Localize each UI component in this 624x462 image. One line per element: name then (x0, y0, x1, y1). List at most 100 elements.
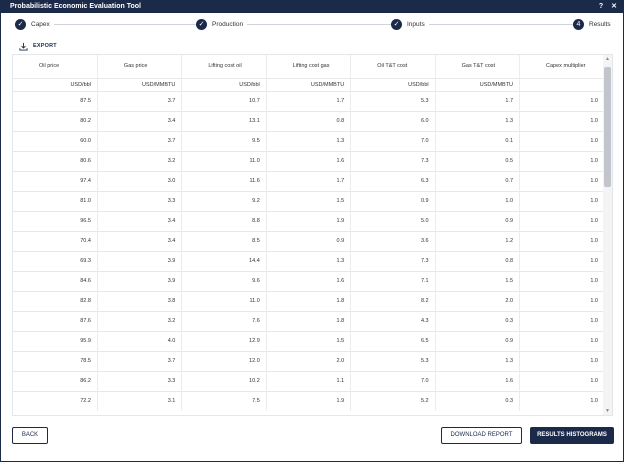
table-cell: 1.0 (519, 110, 604, 131)
back-button[interactable]: BACK (12, 427, 48, 444)
step-label: Capex (31, 20, 50, 28)
table-cell: 0.9 (266, 230, 352, 251)
unit-cell: USD/MMBTU (435, 77, 521, 91)
table-cell: 7.1 (350, 270, 436, 291)
table-cell: 8.5 (181, 230, 267, 251)
table-cell: 0.3 (435, 390, 521, 411)
table-cell: 1.0 (519, 350, 604, 371)
table-row: 87.6 3.2 7.6 1.8 4.3 0.3 1.0 (13, 310, 604, 331)
column-header: Oil price (13, 55, 98, 78)
table-cell: 84.6 (13, 270, 98, 291)
export-button[interactable]: EXPORT (19, 41, 57, 51)
table-cell: 1.0 (519, 230, 604, 251)
table-cell: 1.9 (266, 210, 352, 231)
table-cell: 0.9 (435, 210, 521, 231)
table-cell: 1.2 (435, 230, 521, 251)
table-cell: 1.9 (266, 390, 352, 411)
table-cell: 13.1 (181, 110, 267, 131)
table-cell: 9.5 (181, 130, 267, 151)
table-cell: 0.1 (435, 130, 521, 151)
column-header: Capex multiplier (546, 63, 586, 70)
results-table-container: Oil price Gas price Lifting cost oil Lif… (12, 54, 613, 416)
table-cell: 1.3 (266, 250, 352, 271)
column-header: Lifting cost oil (181, 55, 267, 78)
results-histograms-button[interactable]: RESULTS HISTOGRAMS (530, 427, 614, 444)
table-cell: 0.5 (435, 150, 521, 171)
table-cell: 78.5 (13, 350, 98, 371)
check-icon: ✓ (15, 18, 26, 30)
vertical-scrollbar[interactable]: ▲ ▼ (603, 55, 612, 415)
column-header: Gas T&T cost (435, 55, 521, 78)
table-cell: 4.3 (350, 310, 436, 331)
table-cell: 7.6 (181, 310, 267, 331)
table-cell: 14.4 (181, 250, 267, 271)
step-label: Results (589, 20, 611, 28)
stepper-line (25, 24, 599, 25)
scroll-up-icon[interactable]: ▲ (605, 56, 610, 62)
table-row: 70.4 3.4 8.5 0.9 3.6 1.2 1.0 (13, 230, 604, 251)
table-cell: 1.6 (435, 370, 521, 391)
download-report-button[interactable]: DOWNLOAD REPORT (441, 427, 522, 444)
scroll-down-icon[interactable]: ▼ (605, 408, 610, 414)
table-cell: 9.6 (181, 270, 267, 291)
table-cell: 0.7 (435, 170, 521, 191)
table-cell: 0.9 (350, 190, 436, 211)
table-cell: 8.2 (350, 290, 436, 311)
table-cell: 1.7 (266, 90, 352, 111)
table-cell: 9.2 (181, 190, 267, 211)
table-cell: 1.1 (266, 370, 352, 391)
check-icon: ✓ (196, 18, 207, 30)
table-cell: 3.7 (97, 130, 183, 151)
table-row: 80.6 3.2 11.0 1.6 7.3 0.5 1.0 (13, 150, 604, 171)
table-cell: 6.3 (350, 170, 436, 191)
table-cell: 11.6 (181, 170, 267, 191)
table-row: 80.2 3.4 13.1 0.8 6.0 1.3 1.0 (13, 110, 604, 131)
table-cell: 1.3 (435, 110, 521, 131)
scroll-thumb[interactable] (604, 67, 611, 187)
table-cell: 5.2 (350, 390, 436, 411)
table-cell: 86.2 (13, 370, 98, 391)
unit-cell: USD/MMBTU (266, 77, 352, 91)
table-row: 95.9 4.0 12.9 1.5 6.5 0.9 1.0 (13, 330, 604, 351)
table-cell: 1.5 (266, 190, 352, 211)
table-row: 60.0 3.7 9.5 1.3 7.0 0.1 1.0 (13, 130, 604, 151)
table-cell: 0.8 (435, 250, 521, 271)
table-cell: 80.6 (13, 150, 98, 171)
table-cell: 1.8 (266, 290, 352, 311)
unit-cell: USD/MMBTU (97, 77, 183, 91)
table-cell: 11.0 (181, 290, 267, 311)
help-icon[interactable]: ? (598, 3, 604, 10)
table-row: 84.6 3.9 9.6 1.6 7.1 1.5 1.0 (13, 270, 604, 291)
table-cell: 10.7 (181, 90, 267, 111)
table-cell: 2.0 (435, 290, 521, 311)
export-label: EXPORT (33, 43, 57, 49)
table-cell: 3.4 (97, 230, 183, 251)
title-bar: Probabilistic Economic Evaluation Tool ?… (1, 1, 623, 13)
table-cell: 80.2 (13, 110, 98, 131)
table-cell: 95.9 (13, 330, 98, 351)
table-cell: 3.7 (97, 350, 183, 371)
table-row: 69.3 3.9 14.4 1.3 7.3 0.8 1.0 (13, 250, 604, 271)
table-cell: 1.0 (519, 250, 604, 271)
table-cell: 1.5 (435, 270, 521, 291)
table-cell: 96.5 (13, 210, 98, 231)
table-cell: 7.0 (350, 130, 436, 151)
table-cell: 1.0 (519, 290, 604, 311)
table-cell: 1.0 (519, 390, 604, 411)
step-capex[interactable]: ✓ Capex (15, 18, 54, 30)
step-results[interactable]: 4 Results (573, 18, 615, 30)
step-production[interactable]: ✓ Production (196, 18, 248, 30)
table-row: 72.2 3.1 7.5 1.9 5.2 0.3 1.0 (13, 390, 604, 411)
step-inputs[interactable]: ✓ Inputs (391, 18, 429, 30)
unit-row: USD/bbl USD/MMBTU USD/bbl USD/MMBTU USD/… (13, 77, 604, 91)
table-cell: 3.4 (97, 110, 183, 131)
step-number-icon: 4 (573, 18, 584, 30)
table-cell: 5.3 (350, 90, 436, 111)
close-icon[interactable]: ✕ (611, 3, 617, 10)
download-icon (19, 42, 28, 51)
table-cell: 1.0 (519, 270, 604, 291)
table-row: 87.5 3.7 10.7 1.7 5.3 1.7 1.0 (13, 90, 604, 111)
table-cell: 81.0 (13, 190, 98, 211)
table-cell: 1.8 (266, 310, 352, 331)
table-cell: 1.6 (266, 270, 352, 291)
